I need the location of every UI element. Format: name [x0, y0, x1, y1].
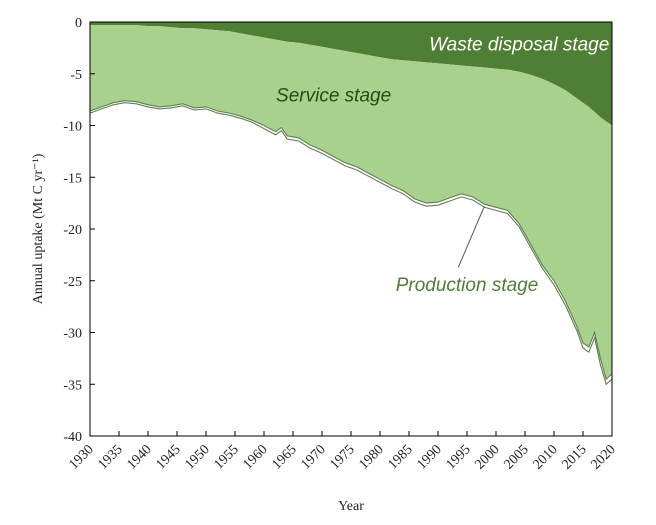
y-tick-label: -10 [63, 120, 82, 135]
x-tick-label: 1930 [66, 442, 96, 472]
annotation-label: Waste disposal stage [429, 35, 609, 56]
chart-areas [90, 22, 612, 385]
x-tick-label: 1990 [414, 442, 444, 472]
x-tick-label: 2010 [530, 442, 560, 472]
y-axis: 0 -5 -10 -15 -20 -25 -30 -35 -40 [63, 16, 95, 445]
area-waste-disposal-stage [90, 22, 612, 126]
x-tick-label: 1945 [153, 442, 183, 472]
x-tick-label: 1955 [211, 442, 241, 472]
x-tick-label: 1975 [327, 442, 357, 472]
y-tick-label: 0 [75, 16, 82, 31]
x-tick-label: 1935 [95, 442, 125, 472]
y-tick-label: -25 [63, 275, 82, 290]
x-tick-label: 1995 [443, 442, 473, 472]
y-tick-label: -30 [63, 327, 82, 342]
x-tick-label: 1940 [124, 442, 154, 472]
x-tick-label: 2020 [588, 442, 618, 472]
x-axis: 1930193519401945195019551960196519701975… [66, 431, 619, 473]
y-tick-label: -15 [63, 171, 82, 186]
y-tick-label: -5 [70, 68, 82, 83]
x-tick-label: 1970 [298, 442, 328, 472]
annotation-label: Service stage [276, 85, 391, 106]
x-tick-label: 1980 [356, 442, 386, 472]
y-tick-label: -35 [63, 378, 82, 393]
annotation-leader-line [457, 206, 485, 268]
x-tick-label: 1960 [240, 442, 270, 472]
x-tick-label: 2005 [501, 442, 531, 472]
line-service-stage [89, 100, 613, 381]
x-axis-title: Year [338, 499, 364, 514]
y-axis-title: Annual uptake (Mt C yr⁻¹) [31, 153, 46, 304]
x-tick-label: 1965 [269, 442, 299, 472]
chart-outlines [89, 100, 613, 386]
area-service-stage [90, 25, 612, 380]
y-tick-label: -20 [63, 223, 82, 238]
x-tick-label: 2015 [559, 442, 589, 472]
x-tick-label: 2000 [472, 442, 502, 472]
x-tick-label: 1950 [182, 442, 212, 472]
y-tick-label: -40 [63, 430, 82, 445]
line-production-stage [89, 102, 613, 386]
x-tick-label: 1985 [385, 442, 415, 472]
annotations: Waste disposal stage Service stage Product… [276, 35, 609, 296]
annotation-label: Production stage [396, 275, 539, 296]
